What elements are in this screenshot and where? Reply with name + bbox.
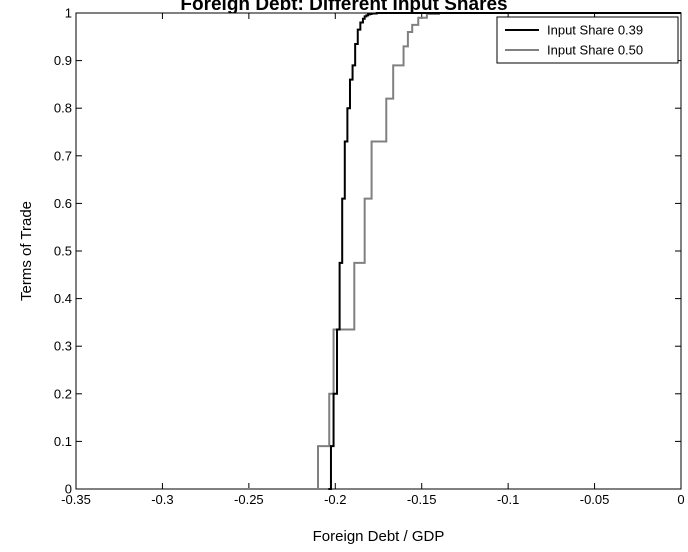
x-tick-label: -0.25 bbox=[234, 492, 264, 507]
x-tick-label: -0.2 bbox=[324, 492, 346, 507]
x-tick-label: -0.1 bbox=[497, 492, 519, 507]
y-axis-label: Terms of Trade bbox=[18, 201, 35, 301]
chart-title: Foreign Debt: Different Input Shares bbox=[180, 0, 508, 15]
y-tick-label: 0.4 bbox=[54, 291, 72, 306]
series-line-1 bbox=[328, 12, 681, 490]
legend-label-1: Input Share 0.39 bbox=[547, 23, 643, 38]
y-tick-label: 1 bbox=[65, 6, 72, 21]
y-tick-label: 0.1 bbox=[54, 434, 72, 449]
y-tick-label: 0.5 bbox=[54, 244, 72, 259]
x-tick-label: 0 bbox=[677, 492, 684, 507]
y-tick-label: 0.9 bbox=[54, 53, 72, 68]
y-tick-label: 0.8 bbox=[54, 101, 72, 116]
legend bbox=[496, 16, 679, 64]
x-axis-label: Foreign Debt / GDP bbox=[313, 528, 445, 545]
x-tick-label: -0.3 bbox=[151, 492, 173, 507]
x-tick-label: -0.15 bbox=[407, 492, 437, 507]
y-tick-label: 0 bbox=[65, 482, 72, 497]
x-tick-label: -0.35 bbox=[61, 492, 91, 507]
y-tick-label: 0.2 bbox=[54, 386, 72, 401]
y-tick-label: 0.3 bbox=[54, 339, 72, 354]
y-tick-label: 0.7 bbox=[54, 148, 72, 163]
plot-area bbox=[75, 12, 682, 490]
x-tick-label: -0.05 bbox=[580, 492, 610, 507]
y-tick-label: 0.6 bbox=[54, 196, 72, 211]
legend-label-2: Input Share 0.50 bbox=[547, 43, 643, 58]
